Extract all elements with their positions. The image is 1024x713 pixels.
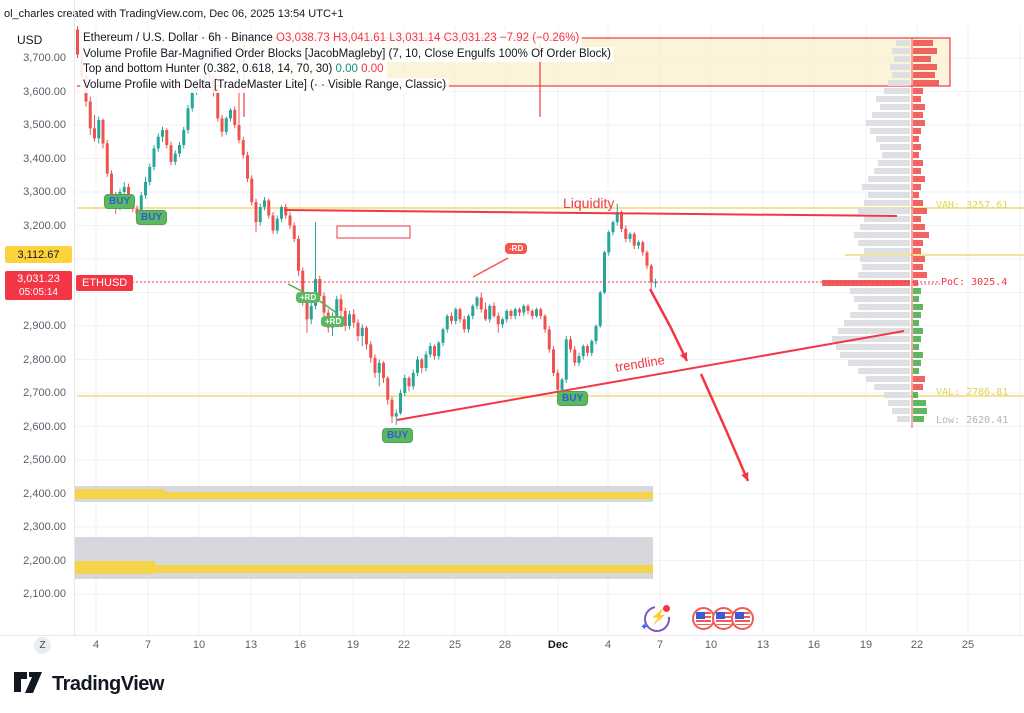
time-tick-label: 4 (92, 639, 100, 651)
ohlc-close: C3,031.23 (443, 32, 497, 44)
time-scale-separator (0, 635, 1024, 636)
tradingview-logo-text: TradingView (52, 672, 164, 695)
time-tick-label: 4 (604, 639, 612, 651)
rd-signal-label: -RD (505, 243, 528, 254)
tradingview-logo-icon (14, 672, 42, 693)
ohlc-high: H3,041.61 (332, 32, 387, 44)
price-badge-yellow: 3,112.67 (5, 246, 72, 263)
time-tick-label: 7 (656, 639, 664, 651)
profile-level-label: VAL: 2786.81 (936, 387, 1009, 398)
ohlc-change: −7.92 (−0.26%) (499, 32, 580, 44)
us-flag-event-icon[interactable] (712, 607, 735, 630)
price-tick-label: 3,500.00 (23, 119, 66, 131)
time-tick-label: 13 (244, 639, 258, 651)
indicator-value-red: 0.00 (361, 63, 384, 75)
time-tick-label: 16 (293, 639, 307, 651)
price-tick-label: 3,300.00 (23, 186, 66, 198)
time-tick-label: 13 (756, 639, 770, 651)
indicator-title: Top and bottom Hunter (0.382, 0.618, 14,… (83, 63, 333, 75)
time-tick-label: 10 (192, 639, 206, 651)
buy-signal-label: BUY (382, 428, 414, 443)
time-tick-label: 22 (910, 639, 924, 651)
bar-countdown: 05:05:14 (19, 286, 58, 298)
profile-level-label: Low: 2620.41 (936, 415, 1009, 426)
sparkle-icon: ✦ (640, 622, 649, 633)
price-tick-label: 2,700.00 (23, 387, 66, 399)
buy-signal-label: BUY (557, 391, 589, 406)
tradingview-logo[interactable]: TradingView (14, 671, 164, 697)
price-tick-label: 2,900.00 (23, 320, 66, 332)
price-tick-label: 2,100.00 (23, 588, 66, 600)
symbol-badge: ETHUSD (76, 275, 134, 291)
price-badge-current: 3,031.23 05:05:14 (5, 271, 72, 300)
legend-indicator-volume-profile-delta[interactable]: Volume Profile with Delta [TradeMaster L… (80, 77, 450, 93)
ohlc-open: O3,038.73 (276, 32, 330, 44)
liquidity-label[interactable]: Liquidity (563, 195, 615, 211)
indicator-value-green: 0.00 (335, 63, 358, 75)
alert-dot (663, 605, 670, 612)
time-tick-label: 19 (859, 639, 873, 651)
time-tick-label: 19 (346, 639, 360, 651)
price-scale-separator (74, 0, 75, 635)
legend-symbol-row[interactable]: Ethereum / U.S. Dollar · 6h · Binance O3… (80, 31, 583, 47)
price-tick-label: 2,800.00 (23, 353, 66, 366)
profile-level-label: PoC: 3025.4 (941, 277, 1008, 288)
price-tick-label: 2,600.00 (23, 420, 66, 433)
price-tick-label: 2,300.00 (23, 521, 66, 533)
current-price: 3,031.23 (17, 272, 60, 285)
price-tick-label: 3,700.00 (23, 52, 66, 64)
legend-indicator-volume-profile-ob[interactable]: Volume Profile Bar-Magnified Order Block… (80, 46, 614, 62)
time-tick-label: 7 (144, 639, 152, 651)
price-tick-label: 3,400.00 (23, 152, 66, 165)
price-tick-label: 3,200.00 (23, 219, 66, 232)
time-tick-label: 28 (498, 639, 512, 651)
zoom-reset-badge[interactable]: Z (34, 637, 51, 654)
ohlc-low: L3,031.14 (389, 32, 441, 44)
buy-signal-label: BUY (136, 210, 168, 225)
time-tick-label: 16 (807, 639, 821, 651)
price-tick-label: 2,500.00 (23, 454, 66, 466)
profile-level-label: VAH: 3257.61 (936, 200, 1009, 211)
buy-signal-label: BUY (104, 194, 136, 209)
symbol-title: Ethereum / U.S. Dollar · 6h · Binance (83, 32, 273, 44)
time-tick-label: Dec (547, 639, 569, 651)
us-flag-event-icon[interactable] (731, 607, 754, 630)
price-tick-label: 3,600.00 (23, 85, 66, 98)
attribution-text: ol_charles created with TradingView.com,… (4, 8, 344, 20)
legend-indicator-top-bottom-hunter[interactable]: Top and bottom Hunter (0.382, 0.618, 14,… (80, 62, 387, 78)
lightning-icon: ⚡ (650, 608, 668, 624)
time-tick-label: 22 (397, 639, 411, 651)
legend: Ethereum / U.S. Dollar · 6h · Binance O3… (80, 31, 614, 93)
rd-signal-label: +RD (296, 292, 321, 303)
time-tick-label: 10 (704, 639, 718, 651)
time-tick-label: 25 (961, 639, 975, 651)
economic-event-icon[interactable]: ⚡ ✦ (638, 600, 676, 638)
currency-label: USD (17, 33, 43, 47)
price-tick-label: 2,400.00 (23, 487, 66, 500)
rd-signal-label: +RD (321, 316, 346, 327)
price-tick-label: 2,200.00 (23, 554, 66, 567)
time-tick-label: 25 (448, 639, 462, 651)
